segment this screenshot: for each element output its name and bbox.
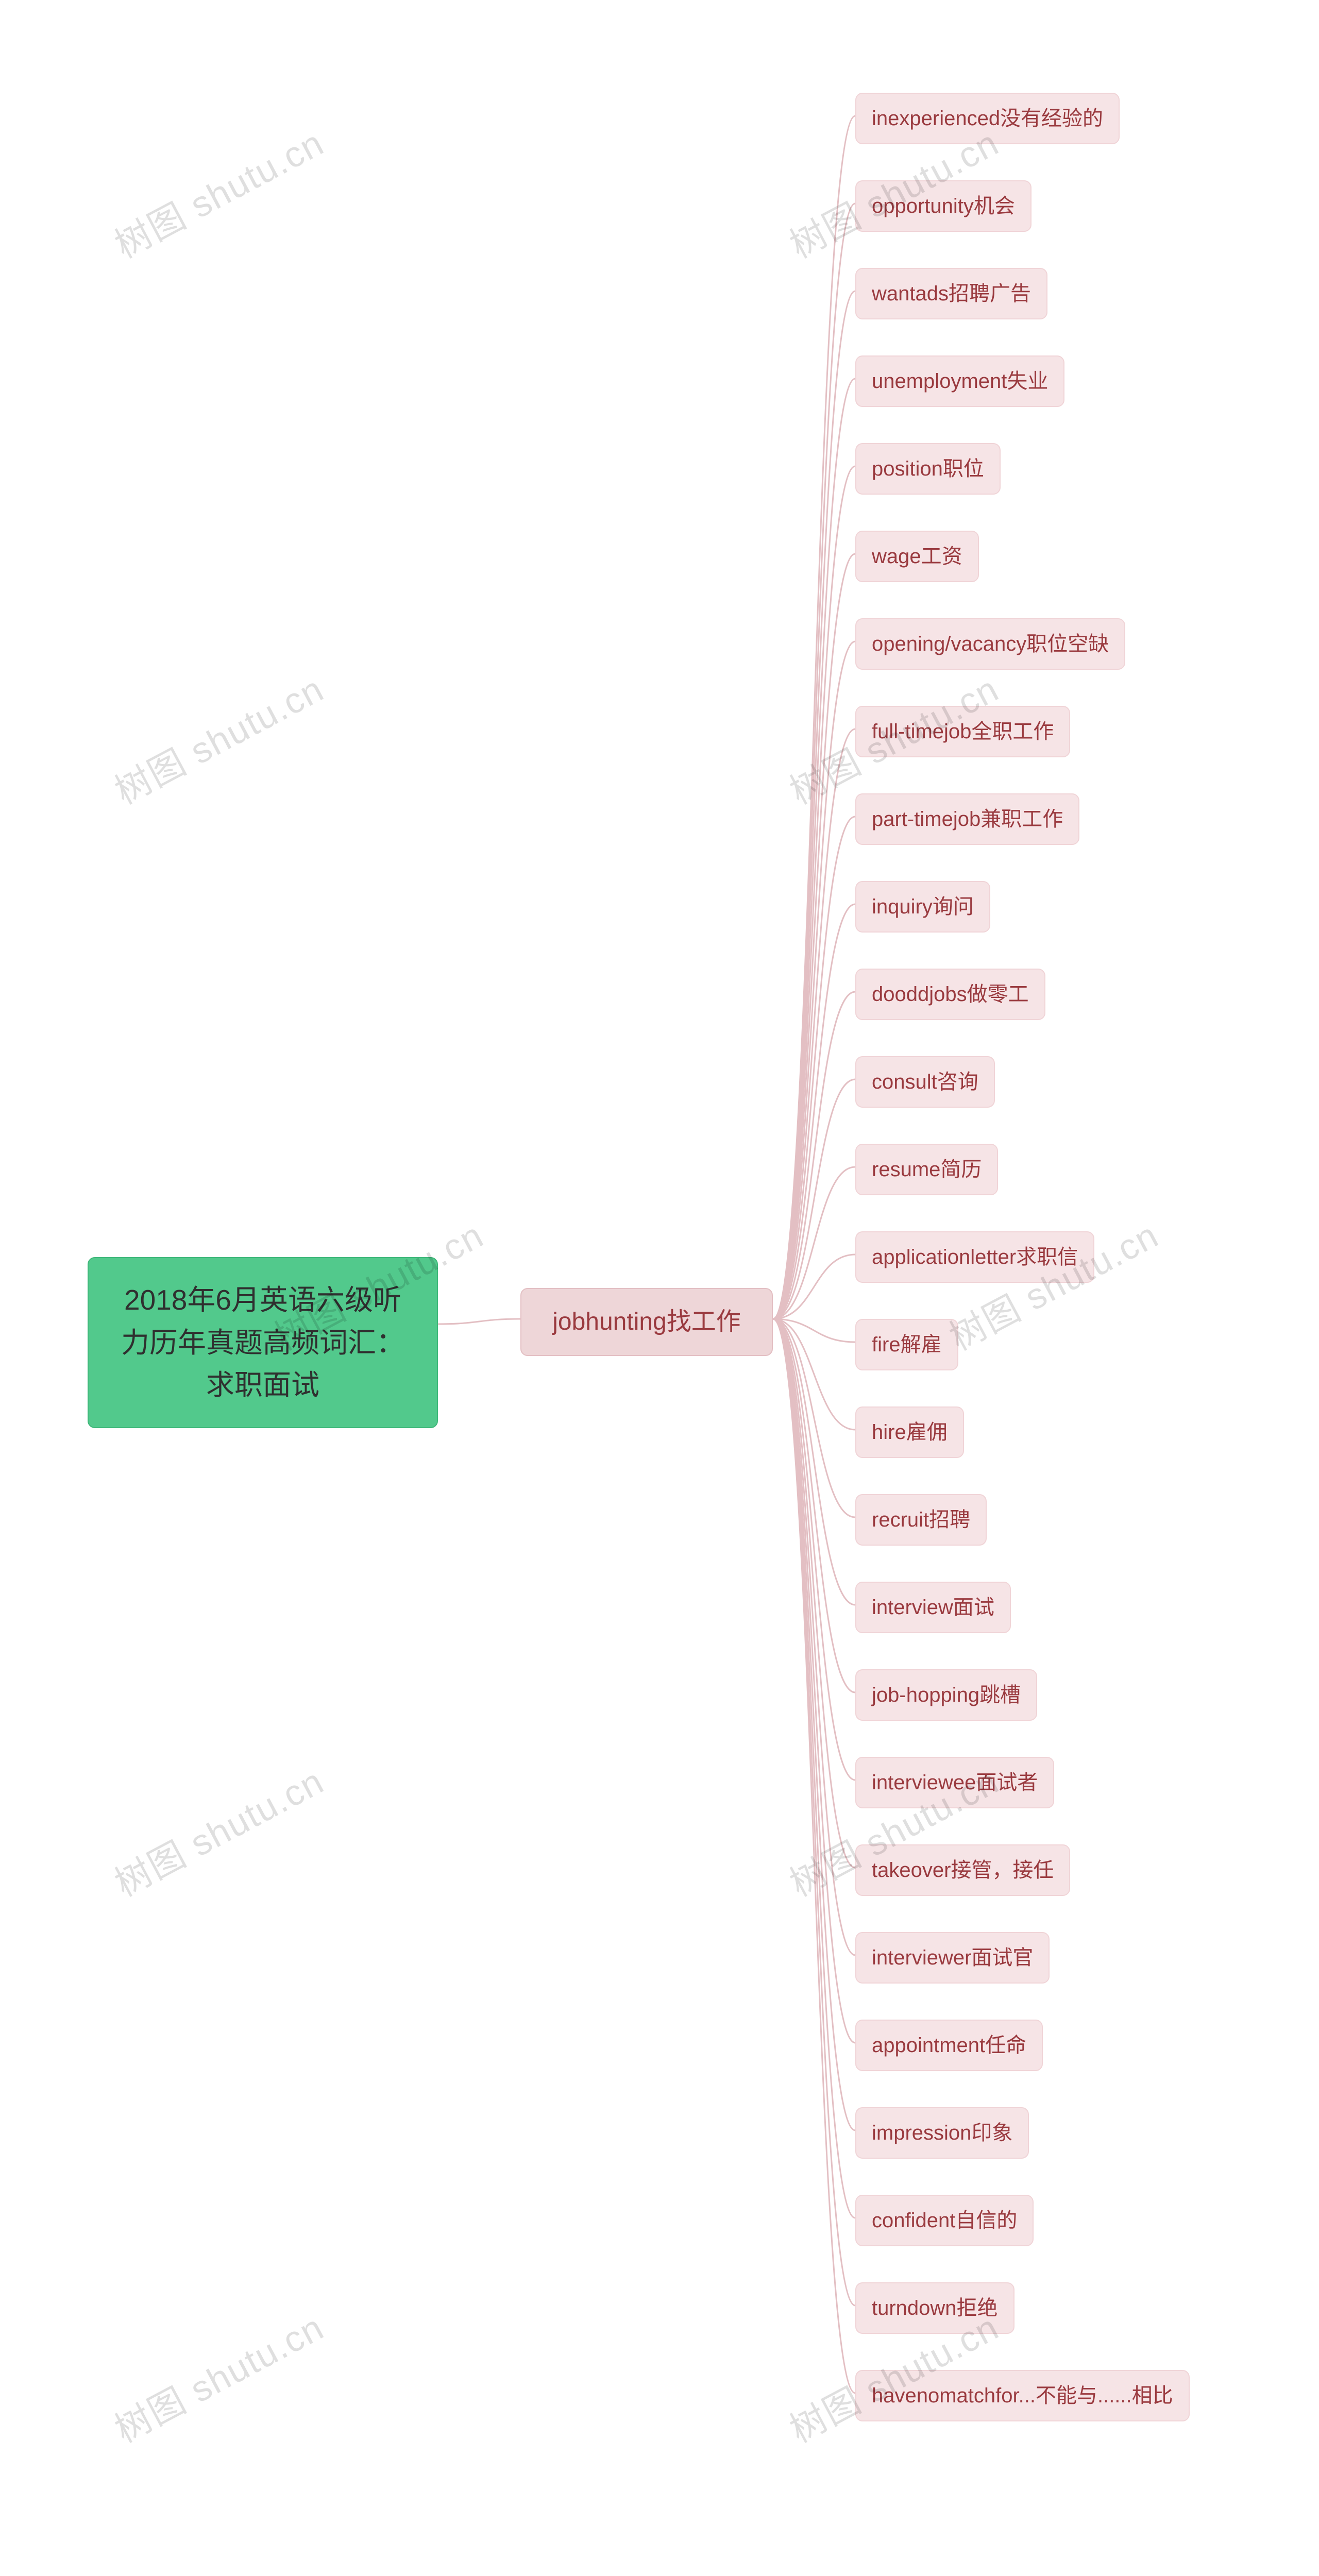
root-node: 2018年6月英语六级听力历年真题高频词汇：求职面试 xyxy=(88,1257,438,1428)
leaf-node: opening/vacancy职位空缺 xyxy=(855,618,1125,670)
leaf-label: part-timejob兼职工作 xyxy=(872,804,1063,835)
leaf-node: consult咨询 xyxy=(855,1056,995,1108)
leaf-label: position职位 xyxy=(872,453,984,484)
root-label: 2018年6月英语六级听力历年真题高频词汇：求职面试 xyxy=(114,1279,411,1406)
leaf-node: fire解雇 xyxy=(855,1319,958,1370)
leaf-label: inexperienced没有经验的 xyxy=(872,103,1103,134)
leaf-node: dooddjobs做零工 xyxy=(855,969,1045,1020)
leaf-label: opportunity机会 xyxy=(872,191,1015,222)
leaf-node: wage工资 xyxy=(855,531,979,582)
leaf-label: consult咨询 xyxy=(872,1066,978,1097)
leaf-node: interviewer面试官 xyxy=(855,1932,1050,1984)
leaf-label: wage工资 xyxy=(872,541,962,572)
leaf-node: inquiry询问 xyxy=(855,881,990,933)
mindmap-canvas: 2018年6月英语六级听力历年真题高频词汇：求职面试 jobhunting找工作… xyxy=(0,0,1319,2576)
leaf-label: inquiry询问 xyxy=(872,891,974,922)
leaf-node: resume简历 xyxy=(855,1144,998,1195)
leaf-label: confident自信的 xyxy=(872,2205,1017,2236)
leaf-node: part-timejob兼职工作 xyxy=(855,793,1079,845)
leaf-label: hire雇佣 xyxy=(872,1417,948,1448)
leaf-node: job-hopping跳槽 xyxy=(855,1669,1037,1721)
leaf-label: job-hopping跳槽 xyxy=(872,1680,1021,1710)
leaf-node: position职位 xyxy=(855,443,1001,495)
leaf-node: appointment任命 xyxy=(855,2020,1043,2071)
leaf-node: hire雇佣 xyxy=(855,1406,964,1458)
leaf-node: turndown拒绝 xyxy=(855,2282,1014,2334)
leaf-node: takeover接管，接任 xyxy=(855,1844,1070,1896)
leaf-label: recruit招聘 xyxy=(872,1504,970,1535)
leaf-label: interview面试 xyxy=(872,1592,994,1623)
leaf-label: wantads招聘广告 xyxy=(872,278,1031,309)
leaf-node: havenomatchfor...不能与......相比 xyxy=(855,2370,1190,2421)
leaf-label: fire解雇 xyxy=(872,1329,942,1360)
leaf-node: interview面试 xyxy=(855,1582,1011,1633)
leaf-node: impression印象 xyxy=(855,2107,1029,2159)
leaf-node: inexperienced没有经验的 xyxy=(855,93,1120,144)
leaf-node: unemployment失业 xyxy=(855,355,1064,407)
leaf-label: interviewee面试者 xyxy=(872,1767,1038,1798)
mid-label: jobhunting找工作 xyxy=(552,1303,741,1341)
leaf-label: havenomatchfor...不能与......相比 xyxy=(872,2380,1173,2411)
leaf-label: dooddjobs做零工 xyxy=(872,979,1029,1010)
leaf-label: interviewer面试官 xyxy=(872,1942,1033,1973)
leaf-label: unemployment失业 xyxy=(872,366,1048,397)
leaf-label: full-timejob全职工作 xyxy=(872,716,1054,747)
leaf-label: turndown拒绝 xyxy=(872,2293,998,2324)
leaf-label: resume简历 xyxy=(872,1154,982,1185)
leaf-node: interviewee面试者 xyxy=(855,1757,1054,1808)
leaf-node: opportunity机会 xyxy=(855,180,1031,232)
mid-node: jobhunting找工作 xyxy=(520,1288,773,1356)
leaf-node: full-timejob全职工作 xyxy=(855,706,1070,757)
leaf-label: appointment任命 xyxy=(872,2030,1026,2061)
leaf-node: applicationletter求职信 xyxy=(855,1231,1094,1283)
leaf-label: applicationletter求职信 xyxy=(872,1242,1078,1273)
leaf-label: impression印象 xyxy=(872,2117,1012,2148)
leaf-label: takeover接管，接任 xyxy=(872,1855,1054,1886)
leaf-node: confident自信的 xyxy=(855,2195,1034,2246)
leaf-node: recruit招聘 xyxy=(855,1494,987,1546)
leaf-node: wantads招聘广告 xyxy=(855,268,1047,319)
leaf-label: opening/vacancy职位空缺 xyxy=(872,629,1109,659)
